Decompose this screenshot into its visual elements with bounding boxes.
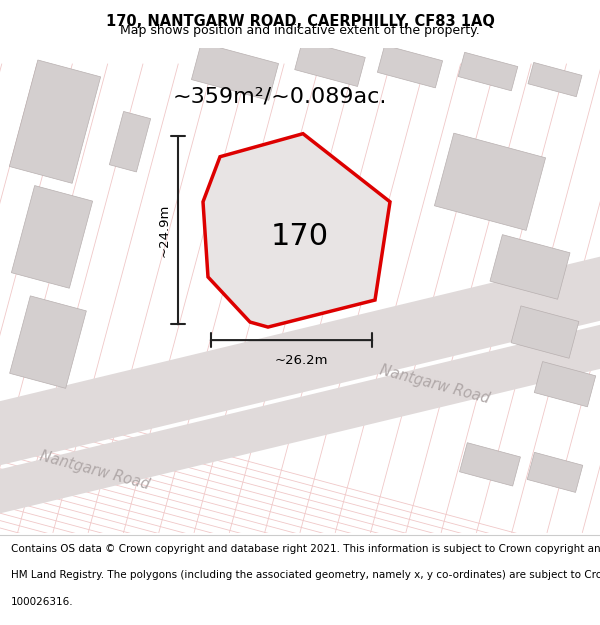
Polygon shape — [527, 452, 583, 493]
Polygon shape — [109, 111, 151, 172]
Text: Nantgarw Road: Nantgarw Road — [38, 449, 152, 493]
Polygon shape — [534, 362, 596, 407]
Text: 170: 170 — [271, 222, 329, 251]
Polygon shape — [295, 41, 365, 86]
Polygon shape — [0, 244, 600, 478]
Polygon shape — [511, 306, 579, 358]
Text: ~359m²/~0.089ac.: ~359m²/~0.089ac. — [173, 87, 387, 107]
Polygon shape — [528, 62, 582, 97]
Text: ~24.9m: ~24.9m — [158, 204, 171, 257]
Polygon shape — [377, 45, 443, 88]
Polygon shape — [490, 234, 570, 299]
Text: HM Land Registry. The polygons (including the associated geometry, namely x, y c: HM Land Registry. The polygons (includin… — [11, 571, 600, 581]
Text: Nantgarw Road: Nantgarw Road — [379, 362, 491, 406]
Polygon shape — [10, 296, 86, 388]
Polygon shape — [0, 312, 600, 526]
Text: 100026316.: 100026316. — [11, 598, 73, 608]
Text: Map shows position and indicative extent of the property.: Map shows position and indicative extent… — [120, 24, 480, 37]
Polygon shape — [460, 442, 520, 486]
Polygon shape — [203, 134, 390, 327]
Polygon shape — [11, 186, 92, 288]
Polygon shape — [434, 133, 545, 231]
Text: Contains OS data © Crown copyright and database right 2021. This information is : Contains OS data © Crown copyright and d… — [11, 544, 600, 554]
Text: 170, NANTGARW ROAD, CAERPHILLY, CF83 1AQ: 170, NANTGARW ROAD, CAERPHILLY, CF83 1AQ — [106, 14, 494, 29]
Polygon shape — [458, 52, 518, 91]
Polygon shape — [10, 60, 101, 183]
Polygon shape — [191, 42, 278, 101]
Text: ~26.2m: ~26.2m — [275, 354, 328, 367]
Polygon shape — [222, 159, 368, 300]
